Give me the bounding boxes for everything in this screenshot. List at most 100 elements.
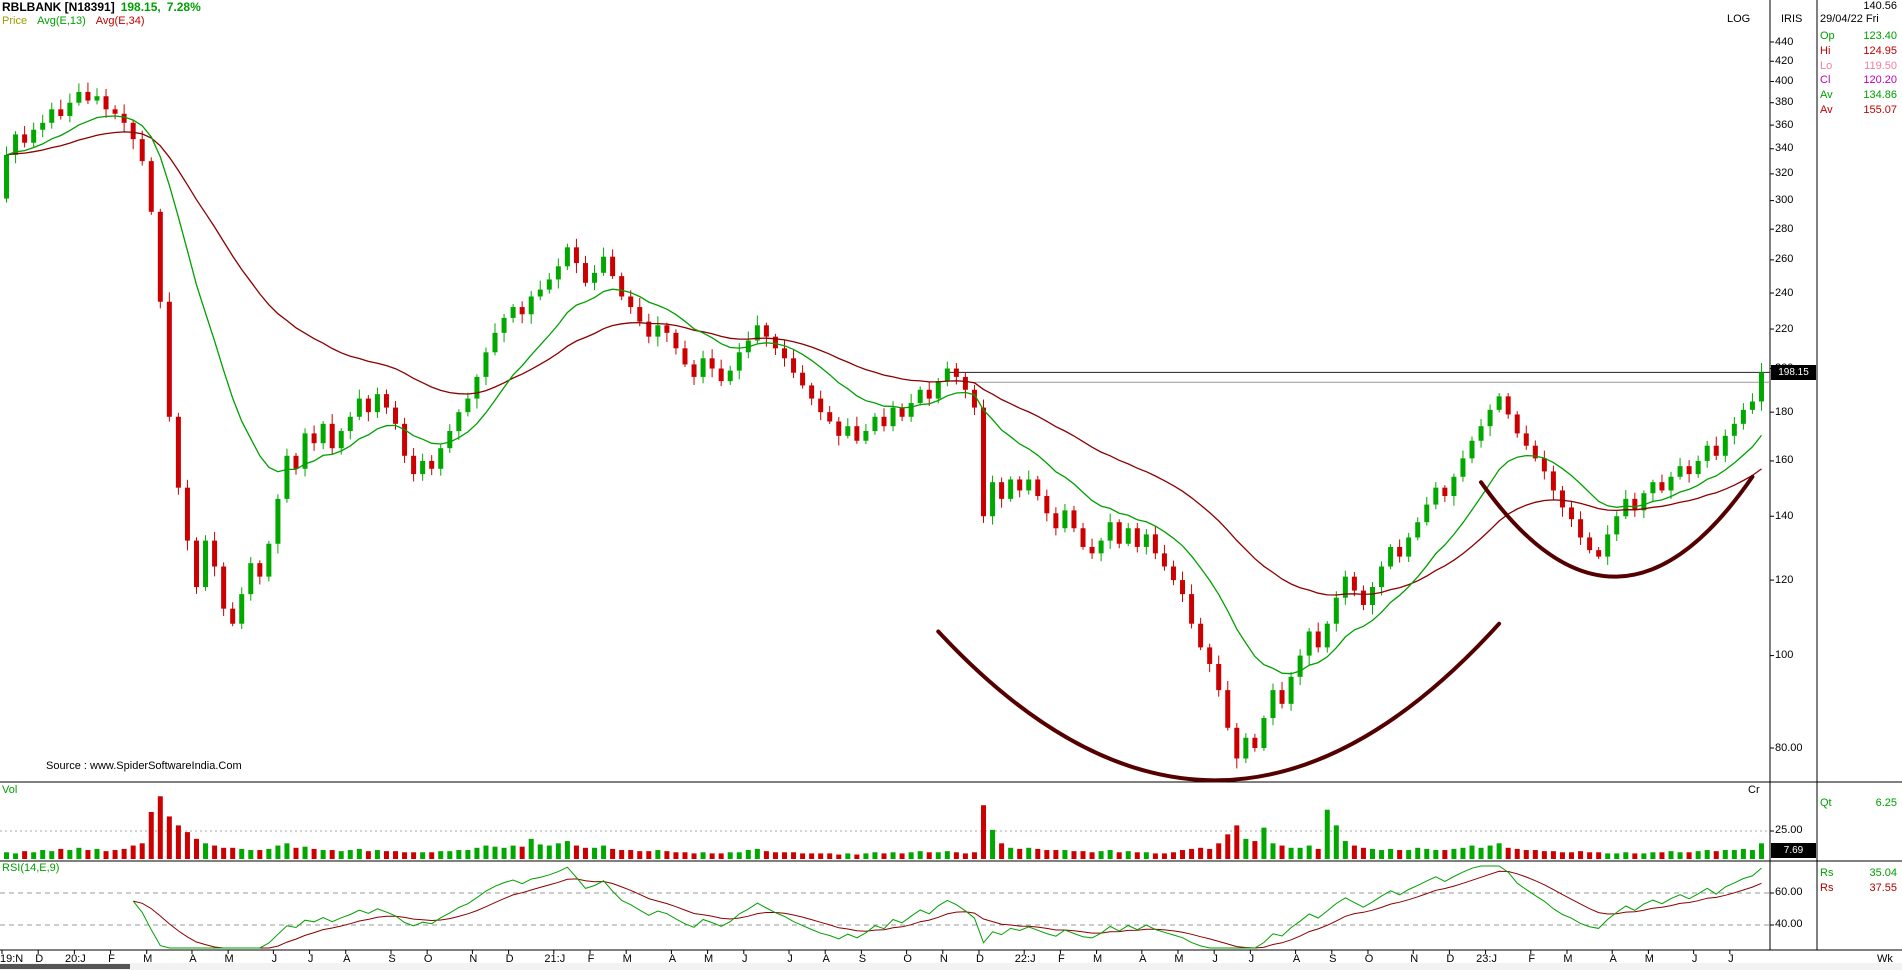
quote-row-label: Cl <box>1820 74 1831 87</box>
quote-row-value: 119.50 <box>1864 59 1897 72</box>
log-scale-label: LOG <box>1727 13 1751 25</box>
rsi-signal-line <box>133 870 1762 949</box>
time-axis-label: N <box>1410 953 1419 965</box>
volume-qt-row: Qt 6.25 <box>1820 797 1897 809</box>
rsi-line <box>132 865 1762 949</box>
cup-annotation <box>936 621 1502 783</box>
time-axis-label: A <box>1609 953 1617 965</box>
time-axis-label: 19:N <box>0 953 24 965</box>
time-axis-label: A <box>822 953 830 965</box>
price-axis-tick: 340 <box>1775 142 1794 155</box>
time-axis-label: J <box>307 953 314 965</box>
time-axis-label: N <box>939 953 948 965</box>
timeframe-unit: Wk <box>1877 953 1893 965</box>
ema13-line <box>6 115 1763 675</box>
quote-row-label: Hi <box>1820 44 1831 57</box>
volume-unit: Cr <box>1748 784 1760 796</box>
time-axis-label: D <box>505 953 514 965</box>
price-axis-tick: 420 <box>1775 54 1794 67</box>
quote-row: Cl 120.20 <box>1820 73 1897 88</box>
time-axis-label: S <box>858 953 867 965</box>
price-axis-tick: 180 <box>1775 405 1794 418</box>
time-axis-label: J <box>1728 953 1734 965</box>
quote-row: Av 155.07 <box>1820 103 1897 118</box>
time-axis-label: O <box>903 953 912 965</box>
price-axis-tick: 240 <box>1775 286 1794 299</box>
time-axis-label: J <box>1691 953 1698 965</box>
quote-row-label: Op <box>1820 30 1835 42</box>
time-axis-label: S <box>1329 953 1337 965</box>
time-axis-label: A <box>1292 953 1301 965</box>
volume-tick: 25.00 <box>1775 824 1803 836</box>
price-axis-tick: 100 <box>1775 649 1794 662</box>
time-axis-label: F <box>587 953 595 965</box>
price-axis-tick: 380 <box>1775 96 1794 109</box>
price-axis-tick: 140 <box>1775 509 1794 522</box>
quote-row-value: 120.20 <box>1863 74 1897 87</box>
price-axis-tick: 160 <box>1775 454 1794 467</box>
rsi-values-panel: Rs 35.04 Rs 37.55 <box>1820 866 1897 896</box>
time-axis-label: J <box>1212 953 1218 965</box>
quote-row: Op 123.40 <box>1820 29 1897 44</box>
quote-row: Hi 124.95 <box>1820 44 1897 59</box>
time-axis-label: D <box>976 953 984 965</box>
rsi-value-row-label: Rs <box>1820 867 1834 879</box>
rsi-lower-tick: 40.00 <box>1775 918 1803 930</box>
quote-row-value: 134.86 <box>1863 89 1897 102</box>
time-axis-label: N <box>469 953 478 965</box>
quote-row-label: Av <box>1820 89 1833 102</box>
quote-row-value: 124.95 <box>1863 44 1897 57</box>
legend-ema34: Avg(E,34) <box>95 15 145 27</box>
time-axis-label: J <box>787 953 793 965</box>
quote-date: 29/04/22 Fri <box>1820 13 1879 25</box>
rsi-value-row-value: 35.04 <box>1869 867 1897 879</box>
time-axis-label: 22:J <box>1014 953 1036 965</box>
time-axis-label: M <box>1563 953 1573 965</box>
time-axis-label: O <box>1364 953 1374 965</box>
qt-value: 6.25 <box>1875 797 1897 809</box>
change-percent: 7.28% <box>166 0 201 14</box>
volume-label: Vol <box>2 784 18 796</box>
rsi-value-row: Rs 37.55 <box>1820 881 1897 896</box>
horizontal-scrollbar-thumb[interactable] <box>0 964 130 969</box>
time-axis-label: A <box>189 953 197 965</box>
time-axis-label: 20:J <box>64 953 86 965</box>
time-axis-label: J <box>742 953 748 965</box>
rsi-value-row-label: Rs <box>1820 881 1834 894</box>
app-name: IRIS <box>1781 13 1803 25</box>
time-axis-label: M <box>143 953 153 965</box>
quote-row-label: Lo <box>1820 59 1833 72</box>
horizontal-scrollbar-track[interactable] <box>0 963 1902 970</box>
price-axis-tick: 120 <box>1775 573 1794 586</box>
time-axis-label: A <box>343 953 351 965</box>
price-axis-tick: 220 <box>1775 322 1794 335</box>
rsi-value-row-value: 37.55 <box>1869 881 1897 894</box>
quote-row: Av 134.86 <box>1820 88 1897 103</box>
quote-row-value: 155.07 <box>1863 103 1897 116</box>
quote-row-label: Av <box>1820 103 1833 116</box>
symbol-name: RBLBANK [N18391] <box>2 0 115 14</box>
time-axis-label: A <box>668 953 677 965</box>
price-axis-tick: 360 <box>1775 118 1794 131</box>
time-axis-label: J <box>1248 953 1255 965</box>
pointer-value: 140.56 <box>1863 0 1897 12</box>
rsi-label: RSI(14,E,9) <box>2 862 60 874</box>
time-axis-label: M <box>1174 953 1184 965</box>
time-axis-label: M <box>622 953 632 965</box>
last-price: 198.15, <box>120 0 161 14</box>
time-axis-label: F <box>1058 953 1065 965</box>
volume-bars <box>4 796 1764 859</box>
legend-price: Price <box>2 15 28 27</box>
price-axis-tick: 80.00 <box>1775 741 1803 754</box>
time-axis-label: S <box>388 953 396 965</box>
price-axis-tick: 440 <box>1775 35 1794 48</box>
volume-current-marker: 7.69 <box>1771 843 1816 858</box>
qt-label: Qt <box>1820 797 1832 809</box>
rsi-value-row: Rs 35.04 <box>1820 866 1897 881</box>
price-axis-tick: 320 <box>1775 167 1794 180</box>
ema34-line <box>6 131 1762 596</box>
time-axis-label: M <box>704 953 714 965</box>
price-axis-tick: 260 <box>1775 253 1794 266</box>
plot-legend: Price Avg(E,13) Avg(E,34) <box>2 15 155 28</box>
